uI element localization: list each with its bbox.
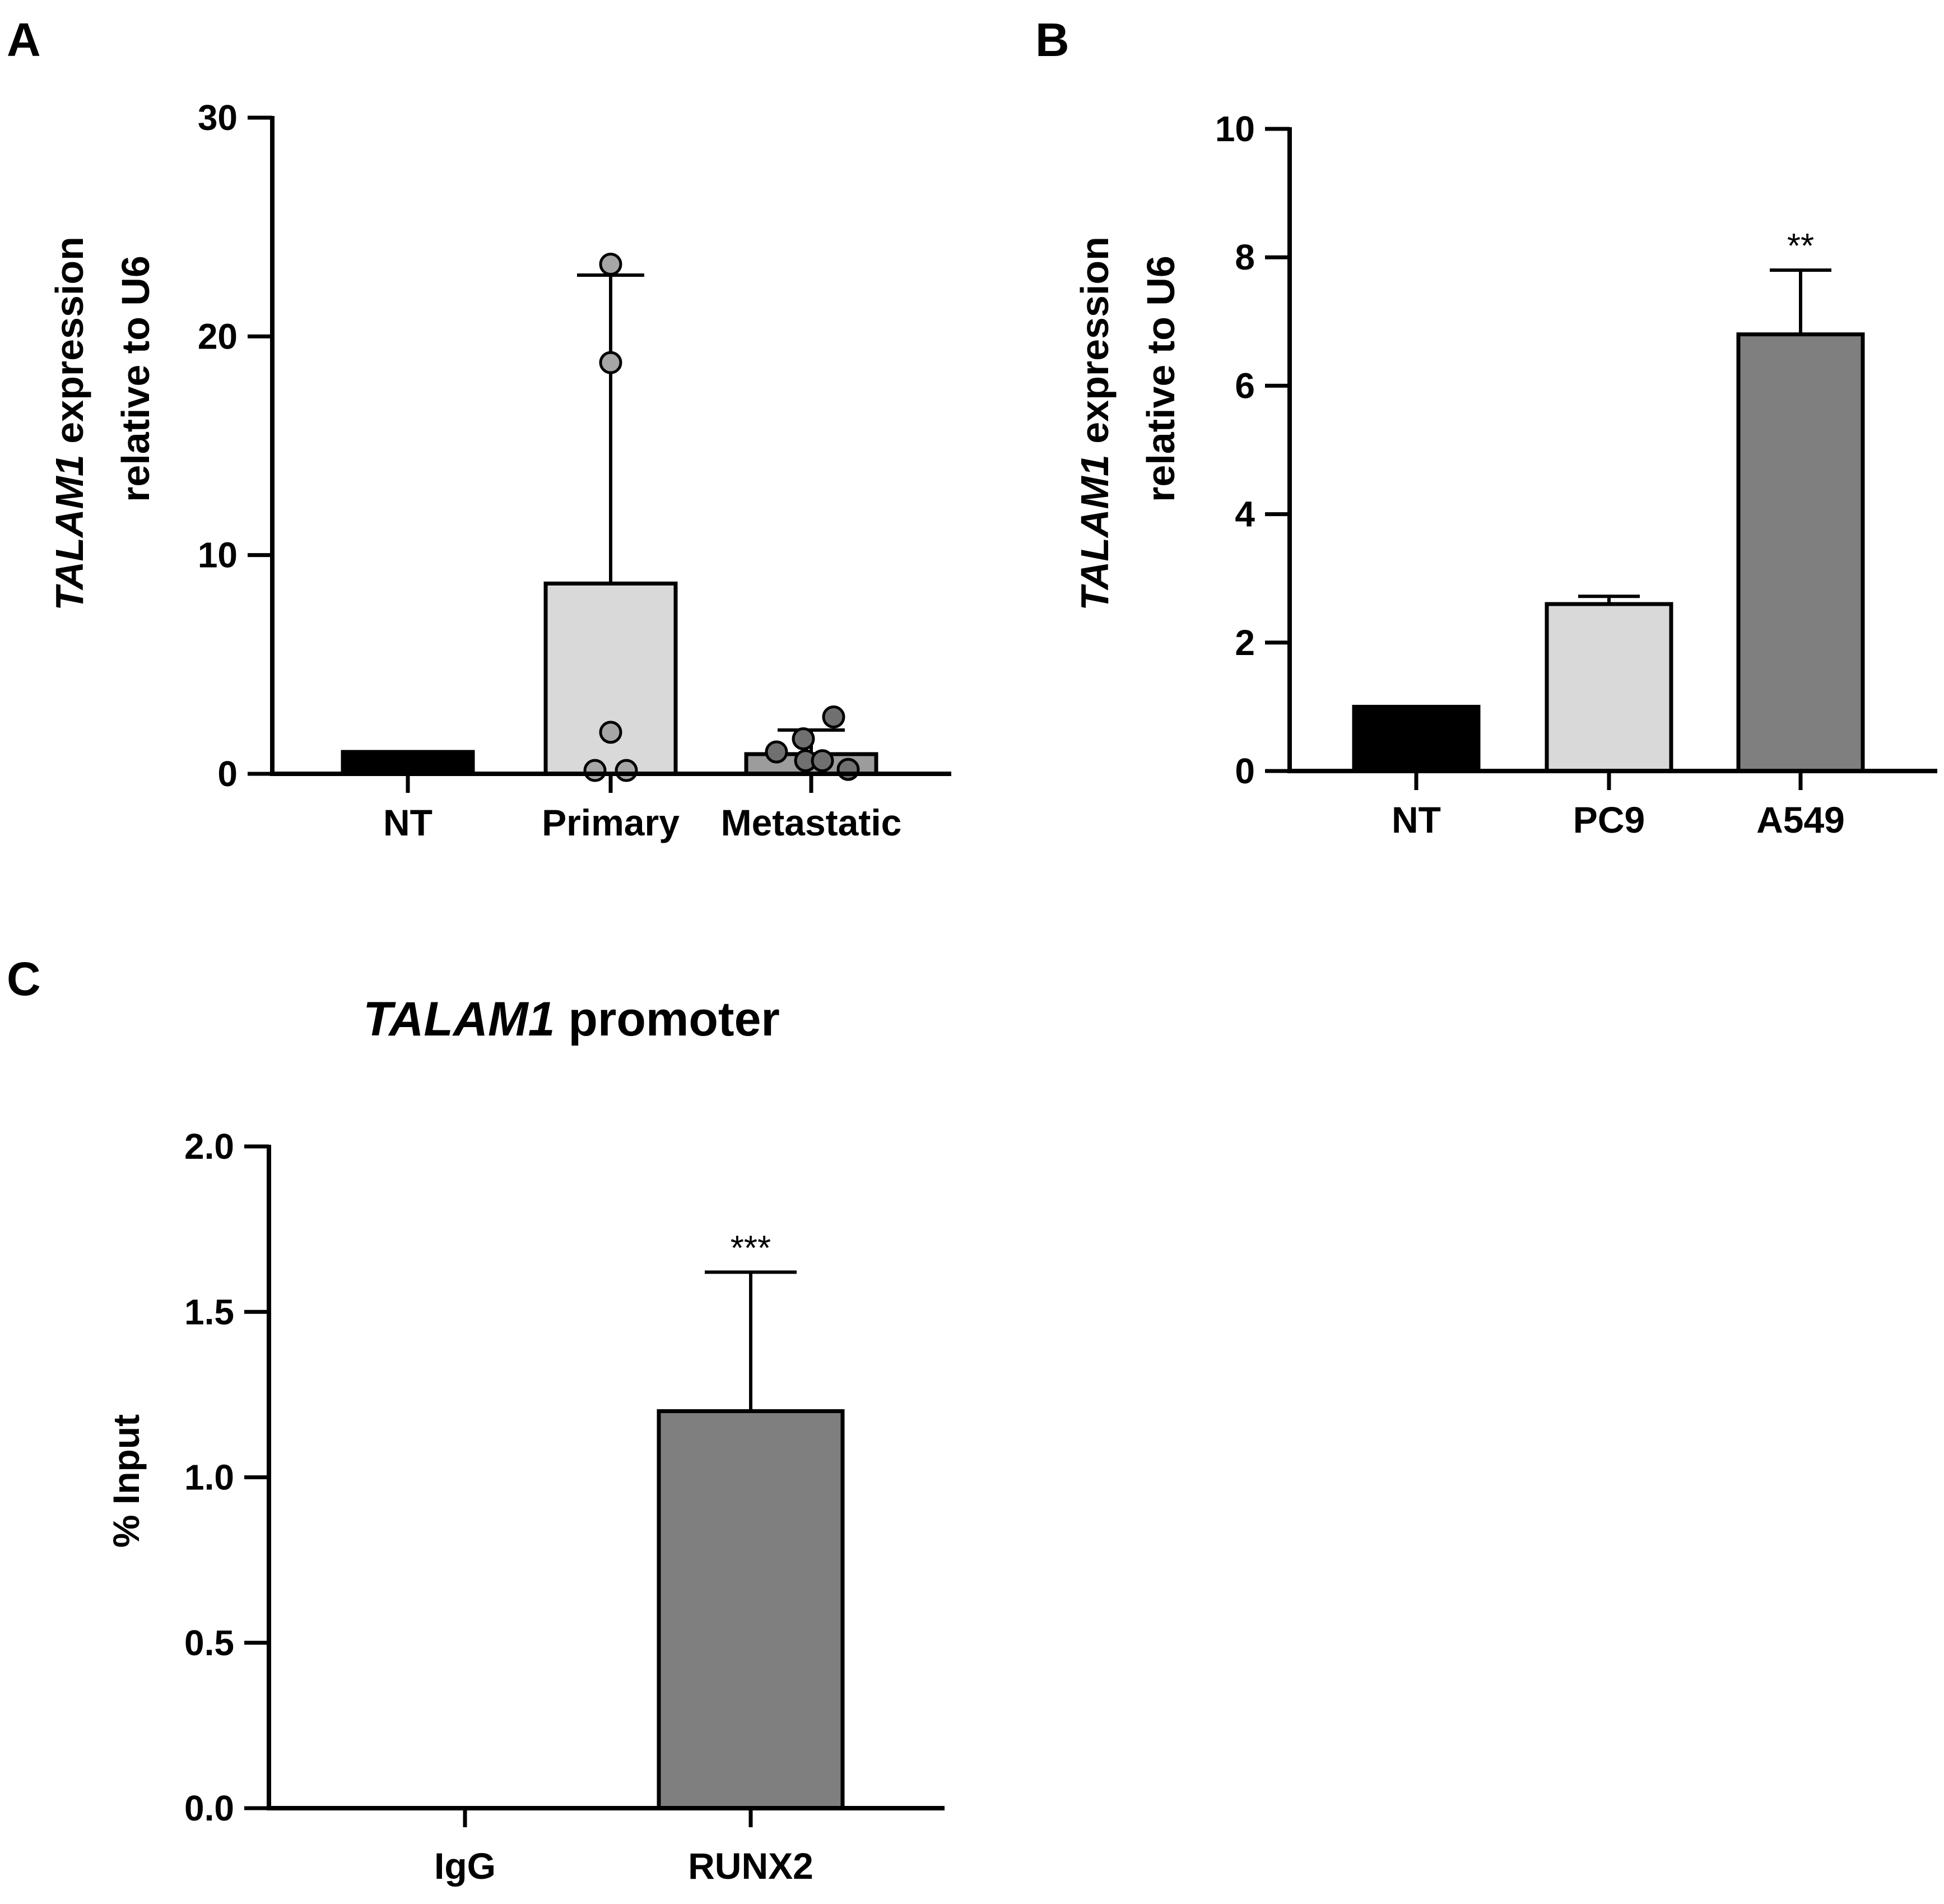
panel-a-data-point [765,740,788,764]
panel-a-bar [341,750,475,776]
panel-a-data-point [599,351,622,374]
panel-c-title: TALAM1 promoter [363,992,780,1046]
panel-c-y-tick-label: 1.0 [184,1457,234,1498]
panel-b-x-category-label: PC9 [1573,799,1645,840]
panel-b-y-tick-label: 10 [1215,109,1255,149]
panel-a-y-tick-label: 0 [217,754,238,794]
panel-c-marks: 0.0 0.5 1.0 1.5 2.0 *** IgG RUNX2 [184,1126,945,1887]
panel-b-bar [1545,602,1673,773]
panel-a-marks: 0 10 20 30 NT Primary Metastatic [198,97,951,843]
panel-b-y-tick-label: 0 [1235,751,1255,791]
panel-a-x-category-label: NT [383,802,432,843]
panel-c-significance: *** [731,1229,771,1267]
panel-c-letter: C [7,953,41,1005]
panel-c-y-tick-label: 0.0 [184,1788,234,1828]
panel-a-data-point [599,253,622,276]
panel-a-data-point [836,758,860,781]
panel-b-y-tick-label: 4 [1235,494,1255,535]
panel-c-y-tick-label: 1.5 [184,1292,234,1332]
panel-a-x-category-label: Primary [542,802,680,843]
panel-b-significance: ** [1787,227,1814,266]
panel-a: A TALAM1 expression relative to U6 0 10 20… [7,13,951,843]
panel-b-x-category-label: NT [1392,799,1441,840]
panel-a-y-tick-label: 20 [198,316,238,356]
panel-b-x-category-label: A549 [1756,799,1845,840]
panel-b-ylabel-line2: relative to U6 [1139,256,1183,502]
panel-c-x-category-label: IgG [434,1845,496,1887]
panel-b-bar [1736,332,1865,773]
panel-c-bar [657,1409,845,1810]
panel-b-y-tick-label: 2 [1235,623,1255,663]
panel-a-ylabel-line1: TALAM1 expression [48,236,91,611]
panel-b-bar [1352,704,1481,773]
panel-c-ylabel: % Input [105,1414,147,1548]
panel-b: B TALAM1 expression relative to U6 0 2 4 6 8… [1035,13,1937,840]
panel-c: C TALAM1 promoter % Input 0.0 0.5 1.0 1.5 2.… [7,953,945,1887]
panel-a-y-tick-label: 30 [198,97,238,138]
panel-b-y-tick-label: 6 [1235,365,1255,406]
panel-c-x-category-label: RUNX2 [688,1845,813,1887]
panel-b-y-tick-label: 8 [1235,237,1255,277]
panel-a-data-point [599,721,622,744]
panel-a-x-category-label: Metastatic [721,802,902,843]
panel-a-data-point [583,759,607,782]
panel-c-y-tick-label: 0.5 [184,1623,234,1663]
panel-a-y-tick-label: 10 [198,535,238,575]
panel-b-marks: 0 2 4 6 8 10 ** NT PC9 A549 [1215,109,1937,840]
panel-a-data-point [615,759,638,782]
panel-a-data-point [811,749,834,773]
panel-b-letter: B [1035,13,1069,66]
panel-a-data-point [822,705,845,729]
panel-b-ylabel-line1: TALAM1 expression [1073,236,1117,611]
panel-a-letter: A [7,13,41,66]
panel-c-y-tick-label: 2.0 [184,1126,234,1167]
panel-a-data-point [792,727,815,751]
panel-a-ylabel-line2: relative to U6 [114,256,157,502]
panel-a-bar [543,581,678,776]
